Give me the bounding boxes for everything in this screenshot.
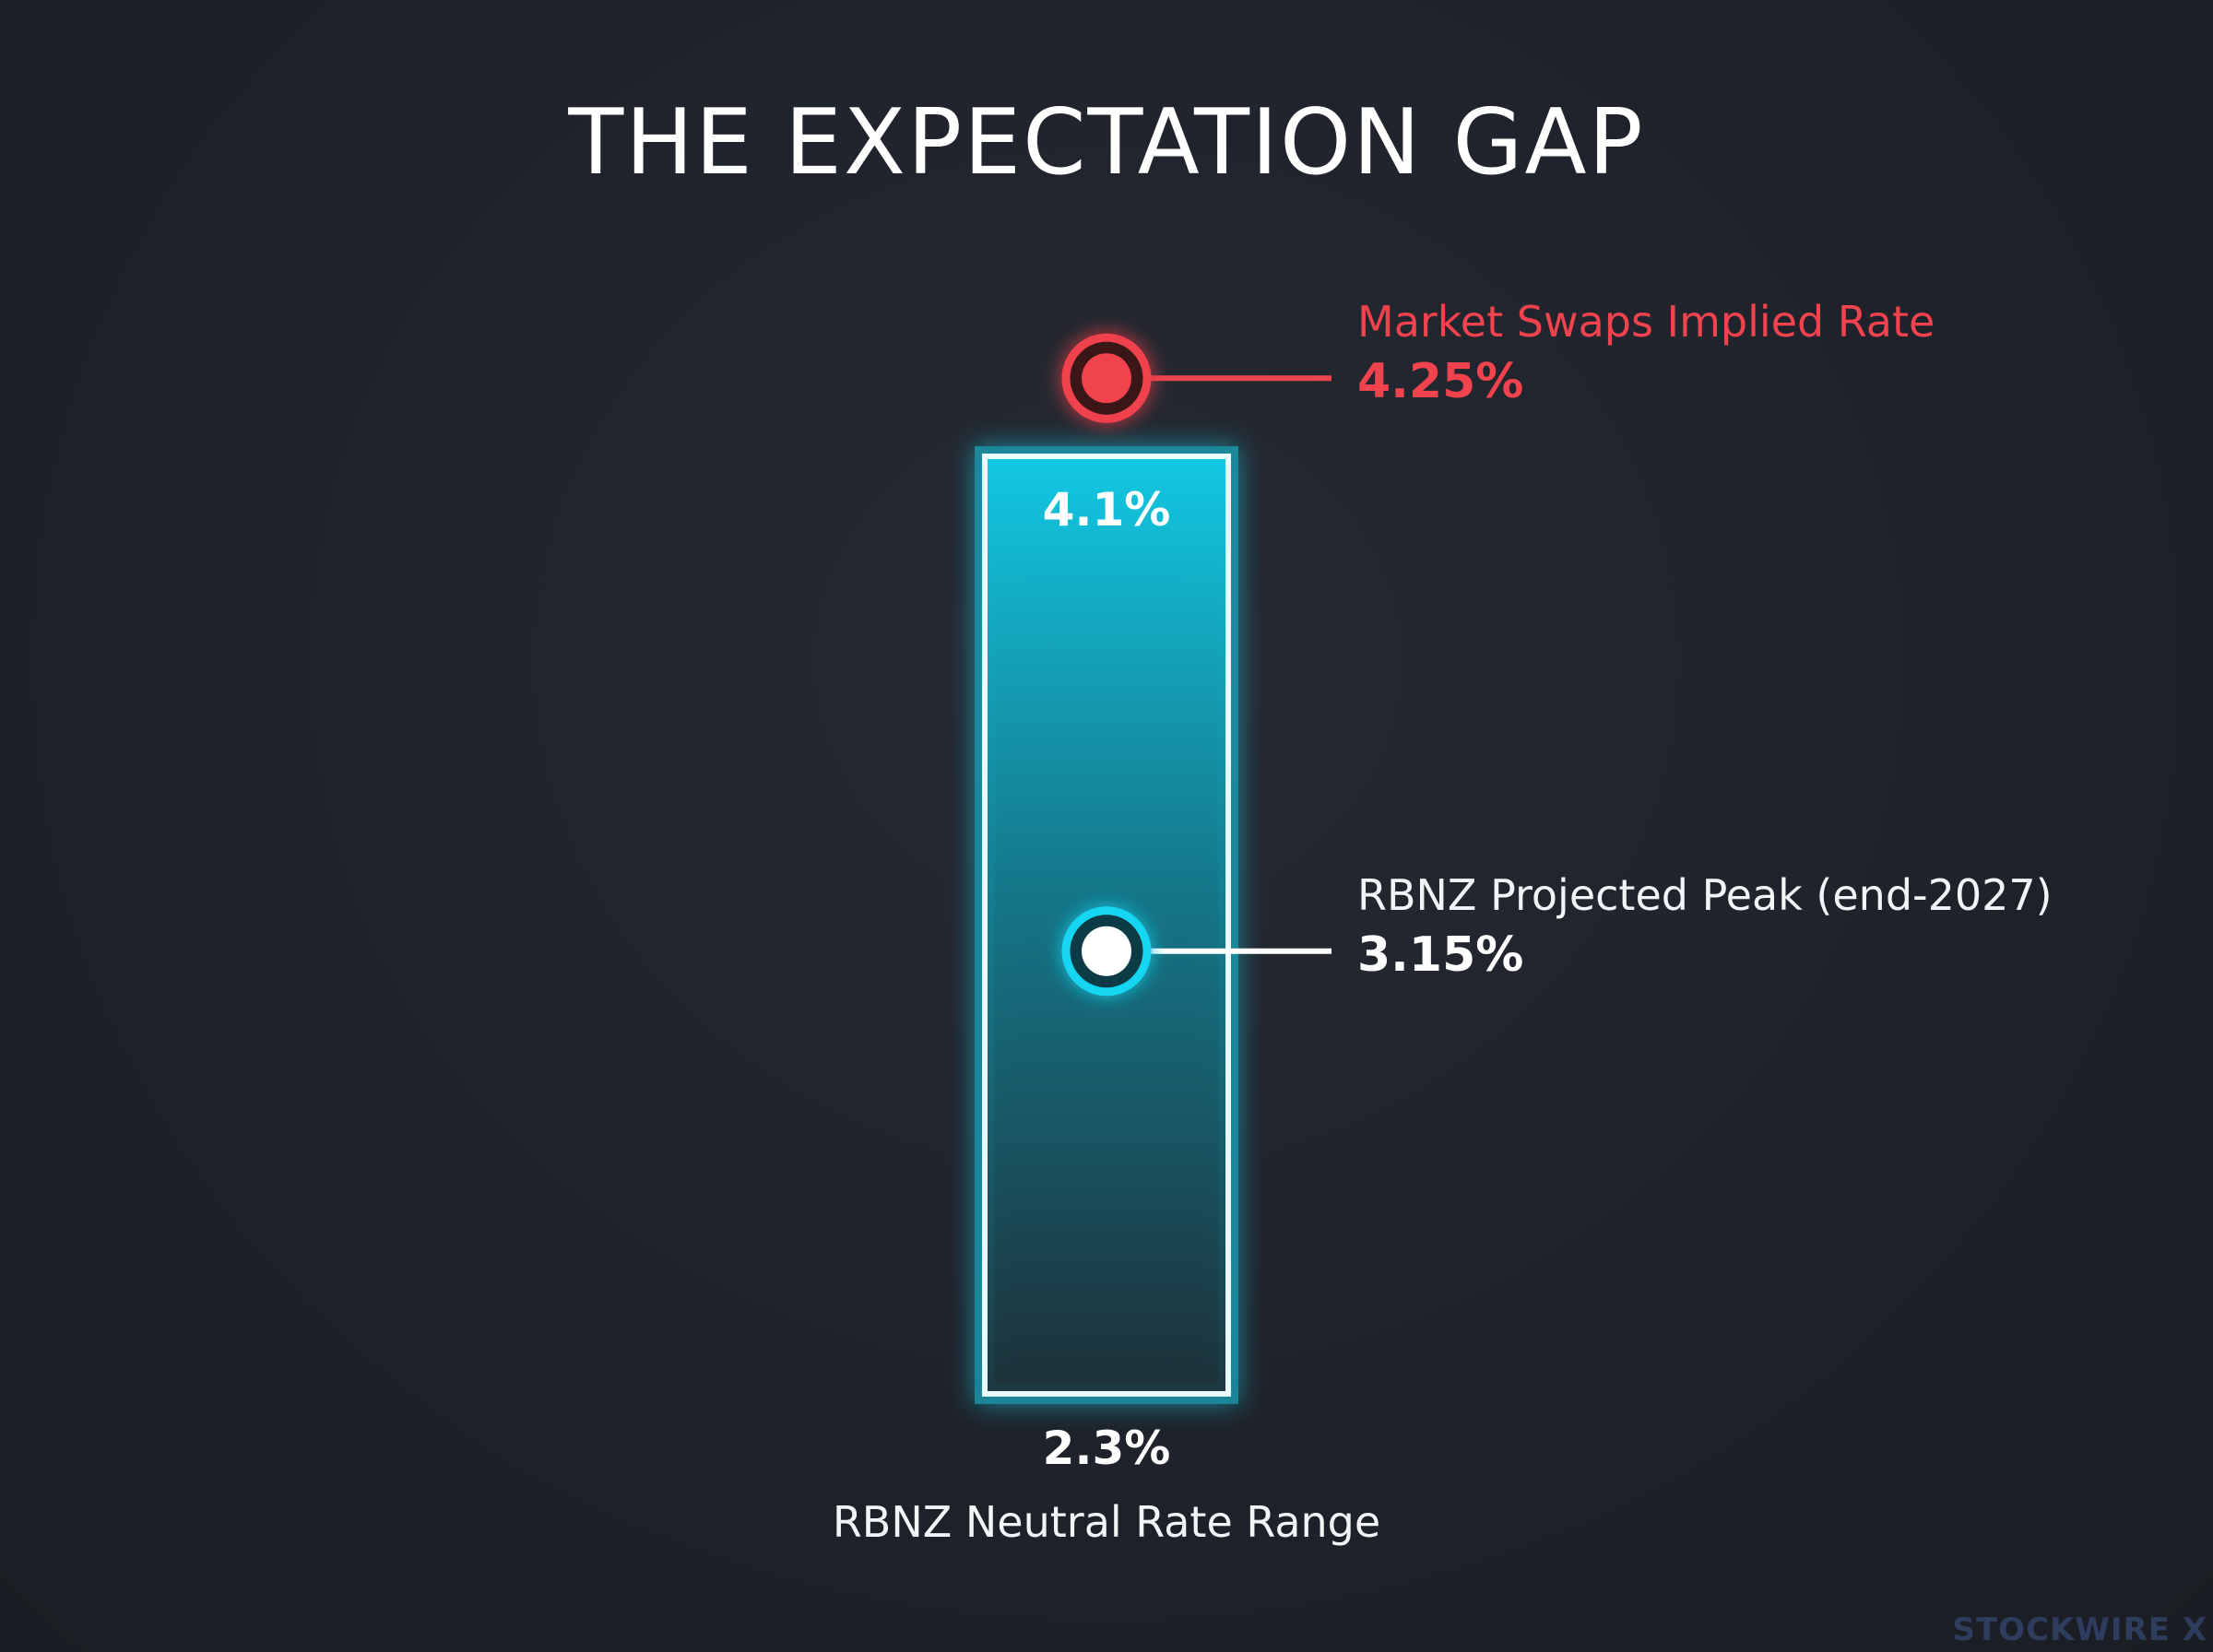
- market-rate-name: Market Swaps Implied Rate: [1357, 297, 1935, 347]
- range-high-label: 4.1%: [1042, 483, 1171, 537]
- projected-peak-value: 3.15%: [1357, 927, 1524, 983]
- projected-peak-name: RBNZ Projected Peak (end-2027): [1357, 870, 2053, 920]
- range-low-label: 2.3%: [1042, 1422, 1171, 1475]
- brand-watermark: STOCKWIRE X: [1952, 1611, 2207, 1648]
- projected-peak-marker-dot: [1082, 926, 1131, 976]
- market-rate-marker-dot: [1082, 353, 1131, 404]
- range-name-label: RBNZ Neutral Rate Range: [832, 1497, 1381, 1547]
- chart-title: THE EXPECTATION GAP: [568, 90, 1645, 195]
- market-rate-value: 4.25%: [1357, 354, 1524, 409]
